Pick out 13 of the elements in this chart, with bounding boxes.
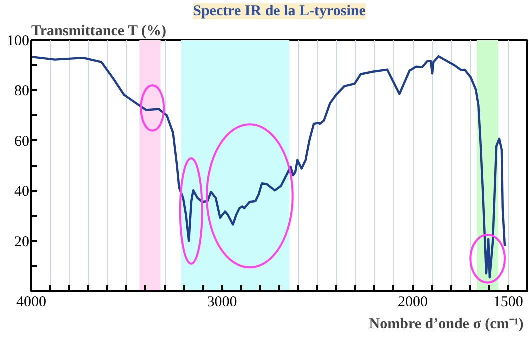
- y-tick-label: 40: [14, 184, 30, 200]
- y-axis-title: Transmittance T (%): [32, 24, 166, 40]
- x-tick-label: 1500: [493, 294, 524, 310]
- y-tick-label: 20: [14, 234, 30, 250]
- x-axis-title: Nombre d’onde σ (cm⁻¹): [369, 316, 524, 332]
- x-tick-label: 4000: [16, 294, 46, 310]
- chart-title: Spectre IR de la L-tyrosine: [193, 4, 366, 20]
- y-tick-label: 80: [14, 84, 30, 100]
- x-tick-label: 3000: [207, 294, 238, 310]
- line-series: [32, 55, 506, 279]
- y-tick-label: 100: [7, 34, 30, 50]
- y-tick-label: 60: [14, 134, 30, 150]
- x-tick-label: 2000: [398, 294, 428, 310]
